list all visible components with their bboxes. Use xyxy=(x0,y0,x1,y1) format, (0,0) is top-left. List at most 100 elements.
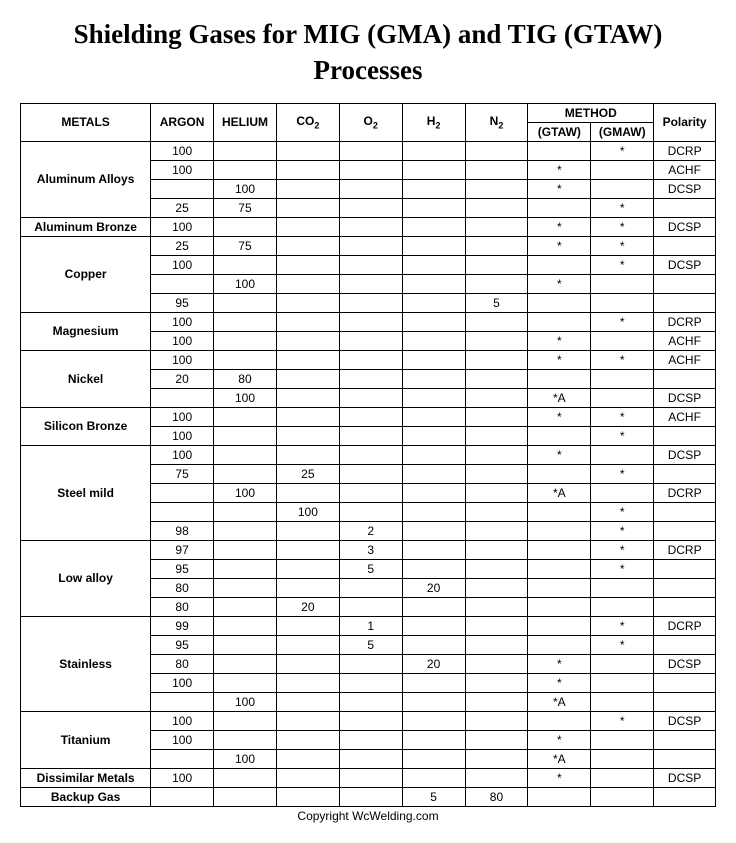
cell-gmaw: * xyxy=(591,255,654,274)
col-method: METHOD xyxy=(528,103,654,122)
cell-h2 xyxy=(402,274,465,293)
table-row: Aluminum Bronze100**DCSP xyxy=(21,217,716,236)
cell-n2 xyxy=(465,255,528,274)
cell-co2 xyxy=(276,521,339,540)
cell-h2 xyxy=(402,673,465,692)
cell-h2 xyxy=(402,369,465,388)
cell-gmaw: * xyxy=(591,711,654,730)
cell-gmaw: * xyxy=(591,198,654,217)
cell-helium: 75 xyxy=(214,236,277,255)
table-row: Copper2575** xyxy=(21,236,716,255)
cell-o2 xyxy=(339,502,402,521)
cell-o2: 2 xyxy=(339,521,402,540)
cell-o2 xyxy=(339,331,402,350)
cell-o2: 1 xyxy=(339,616,402,635)
cell-h2 xyxy=(402,179,465,198)
cell-h2 xyxy=(402,692,465,711)
table-row: Stainless991*DCRP xyxy=(21,616,716,635)
cell-helium xyxy=(214,255,277,274)
table-header: METALS ARGON HELIUM CO2 O2 H2 N2 METHOD … xyxy=(21,103,716,141)
cell-n2 xyxy=(465,616,528,635)
metal-label: Aluminum Alloys xyxy=(21,141,151,217)
cell-h2 xyxy=(402,635,465,654)
cell-co2: 20 xyxy=(276,597,339,616)
cell-o2 xyxy=(339,255,402,274)
cell-polarity: DCRP xyxy=(654,141,716,160)
cell-co2 xyxy=(276,331,339,350)
cell-h2: 20 xyxy=(402,578,465,597)
cell-o2 xyxy=(339,711,402,730)
cell-o2 xyxy=(339,350,402,369)
cell-co2 xyxy=(276,160,339,179)
cell-polarity xyxy=(654,502,716,521)
cell-helium: 100 xyxy=(214,483,277,502)
cell-co2 xyxy=(276,616,339,635)
cell-co2 xyxy=(276,407,339,426)
table-row: Nickel100**ACHF xyxy=(21,350,716,369)
cell-gmaw xyxy=(591,369,654,388)
cell-gtaw xyxy=(528,312,591,331)
cell-argon: 100 xyxy=(151,217,214,236)
cell-polarity xyxy=(654,559,716,578)
cell-co2 xyxy=(276,274,339,293)
cell-polarity: DCSP xyxy=(654,255,716,274)
cell-gtaw: * xyxy=(528,274,591,293)
cell-gmaw xyxy=(591,597,654,616)
cell-polarity xyxy=(654,787,716,806)
cell-h2 xyxy=(402,749,465,768)
cell-gmaw: * xyxy=(591,407,654,426)
cell-helium xyxy=(214,407,277,426)
cell-o2 xyxy=(339,388,402,407)
cell-h2 xyxy=(402,312,465,331)
cell-gmaw xyxy=(591,768,654,787)
col-gtaw: (GTAW) xyxy=(528,122,591,141)
cell-n2 xyxy=(465,768,528,787)
cell-n2 xyxy=(465,464,528,483)
cell-o2 xyxy=(339,141,402,160)
cell-polarity: DCRP xyxy=(654,483,716,502)
cell-argon: 100 xyxy=(151,331,214,350)
cell-argon xyxy=(151,502,214,521)
cell-polarity: DCRP xyxy=(654,312,716,331)
cell-co2 xyxy=(276,559,339,578)
cell-polarity xyxy=(654,521,716,540)
cell-polarity xyxy=(654,597,716,616)
cell-o2 xyxy=(339,369,402,388)
cell-gtaw: *A xyxy=(528,388,591,407)
cell-helium: 80 xyxy=(214,369,277,388)
cell-argon: 100 xyxy=(151,350,214,369)
cell-helium xyxy=(214,768,277,787)
cell-gmaw: * xyxy=(591,236,654,255)
cell-argon: 100 xyxy=(151,160,214,179)
cell-helium xyxy=(214,616,277,635)
cell-n2 xyxy=(465,635,528,654)
cell-h2 xyxy=(402,521,465,540)
cell-argon: 80 xyxy=(151,578,214,597)
metal-label: Magnesium xyxy=(21,312,151,350)
cell-argon xyxy=(151,274,214,293)
cell-helium xyxy=(214,787,277,806)
metal-label: Silicon Bronze xyxy=(21,407,151,445)
cell-gtaw: *A xyxy=(528,483,591,502)
cell-gmaw: * xyxy=(591,141,654,160)
cell-o2 xyxy=(339,692,402,711)
cell-co2 xyxy=(276,255,339,274)
cell-h2 xyxy=(402,388,465,407)
col-co2: CO2 xyxy=(276,103,339,141)
cell-gmaw xyxy=(591,274,654,293)
cell-argon xyxy=(151,483,214,502)
cell-h2 xyxy=(402,483,465,502)
cell-gtaw xyxy=(528,502,591,521)
cell-polarity xyxy=(654,426,716,445)
cell-n2 xyxy=(465,483,528,502)
cell-gmaw xyxy=(591,654,654,673)
cell-co2: 25 xyxy=(276,464,339,483)
cell-helium xyxy=(214,654,277,673)
cell-gmaw xyxy=(591,578,654,597)
cell-h2: 20 xyxy=(402,654,465,673)
cell-gtaw xyxy=(528,426,591,445)
metal-label: Stainless xyxy=(21,616,151,711)
cell-polarity xyxy=(654,578,716,597)
cell-argon: 80 xyxy=(151,654,214,673)
cell-polarity: DCRP xyxy=(654,540,716,559)
